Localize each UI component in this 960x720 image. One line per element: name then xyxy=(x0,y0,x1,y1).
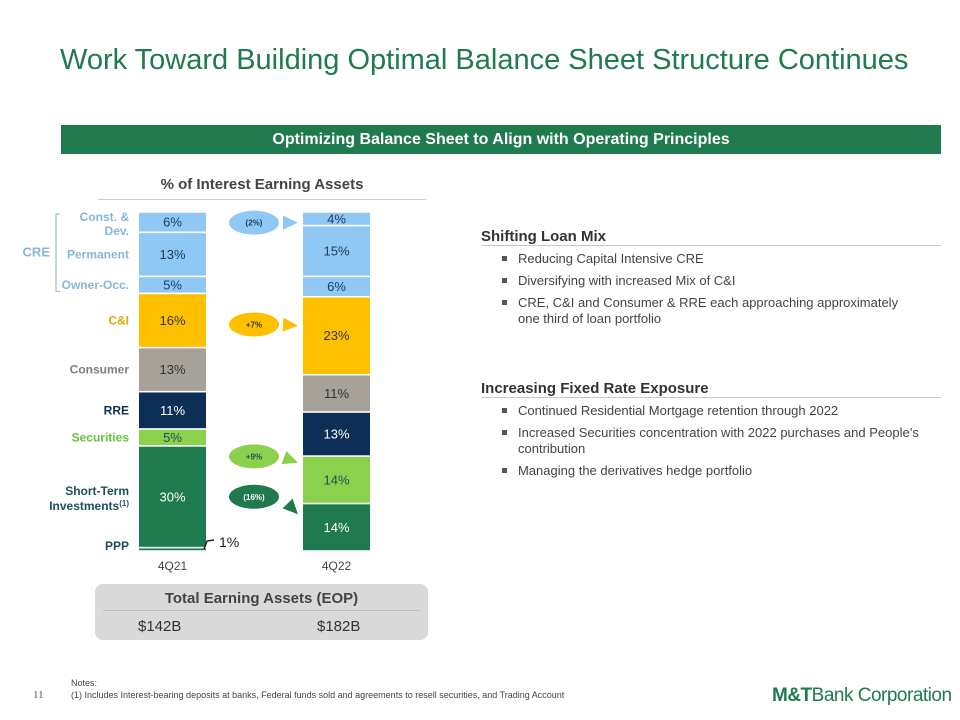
change-arrow xyxy=(282,317,298,332)
bar-segment xyxy=(303,297,370,374)
stacked-bar-chart: 30% 5% 11% 13% 16% 5% 13% 6% 4Q21 14% 14% 13% 11% 23%… xyxy=(23,210,370,573)
section-divider xyxy=(481,397,941,398)
ppp-callout-line xyxy=(203,539,215,550)
data-label: 14% xyxy=(323,472,349,487)
change-label: +7% xyxy=(246,320,262,329)
page-number: 11 xyxy=(33,689,44,701)
section-title-loan-mix: Shifting Loan Mix xyxy=(481,228,606,245)
data-label: 11% xyxy=(160,403,185,418)
change-arrow xyxy=(283,215,298,230)
bullet-item: CRE, C&I and Consumer & RRE each approac… xyxy=(500,295,920,327)
bullet-item: Continued Residential Mortgage retention… xyxy=(500,403,920,419)
data-label: 14% xyxy=(323,520,349,535)
total-earning-assets-box: Total Earning Assets (EOP) $142B $182B xyxy=(95,584,428,640)
x-tick-label: 4Q21 xyxy=(158,559,188,573)
change-arrow xyxy=(281,450,298,465)
data-label: 13% xyxy=(323,427,349,442)
cre-bracket xyxy=(55,213,60,292)
bar-segment xyxy=(139,233,206,276)
bar-segment xyxy=(303,375,370,412)
series-label: PPP xyxy=(105,539,129,553)
total-earning-assets-title: Total Earning Assets (EOP) xyxy=(164,590,359,607)
series-label: Consumer xyxy=(70,363,130,377)
ppp-callout-label: 1% xyxy=(219,534,239,550)
data-label: 16% xyxy=(159,313,185,328)
data-label: 11% xyxy=(324,386,349,401)
bar-segment xyxy=(139,277,206,293)
bullet-item: Diversifying with increased Mix of C&I xyxy=(500,273,920,289)
series-label: Investments(1) xyxy=(49,499,129,513)
total-earning-assets-4q22: $182B xyxy=(317,618,361,635)
change-label: (2%) xyxy=(246,219,263,228)
change-label: (16%) xyxy=(243,493,265,502)
data-label: 30% xyxy=(159,489,185,504)
logo-mark: M&T xyxy=(772,685,812,706)
series-label: Dev. xyxy=(105,224,129,238)
x-tick-label: 4Q22 xyxy=(322,559,352,573)
chart-title-divider xyxy=(98,199,426,200)
data-label: 6% xyxy=(163,215,182,230)
footnotes: Notes: (1) Includes Interest-bearing dep… xyxy=(71,677,564,701)
series-label: Permanent xyxy=(67,247,129,261)
bullet-item: Increased Securities concentration with … xyxy=(500,425,920,457)
series-label: C&I xyxy=(108,313,129,327)
bar-segment xyxy=(139,429,206,446)
series-label: RRE xyxy=(104,403,129,417)
change-bubble xyxy=(229,484,279,509)
change-label: +9% xyxy=(246,452,262,461)
section-divider xyxy=(481,245,941,246)
bar-segment xyxy=(303,212,370,225)
data-label: 15% xyxy=(323,243,349,258)
notes-line-1: (1) Includes Interest-bearing deposits a… xyxy=(71,690,565,700)
data-label: 13% xyxy=(159,247,185,262)
bar-segment xyxy=(139,348,206,391)
bar-segment xyxy=(139,548,206,551)
change-bubble xyxy=(229,210,279,235)
data-label: 23% xyxy=(323,328,349,343)
bullet-item: Managing the derivatives hedge portfolio xyxy=(500,463,920,479)
bar-segment xyxy=(303,226,370,276)
section-title-fixed-rate: Increasing Fixed Rate Exposure xyxy=(481,380,709,397)
bar-segment xyxy=(139,294,206,347)
bullet-item: Reducing Capital Intensive CRE xyxy=(500,251,920,267)
series-label: Owner-Occ. xyxy=(62,278,129,292)
page-title: Work Toward Building Optimal Balance She… xyxy=(60,44,909,76)
bar-segment xyxy=(303,277,370,296)
bar-segment xyxy=(139,212,206,232)
company-logo: M&TBank Corporation xyxy=(772,685,952,707)
data-label: 5% xyxy=(163,430,182,445)
series-label: Const. & xyxy=(80,210,130,224)
notes-heading: Notes: xyxy=(71,678,98,688)
series-label: Short-Term xyxy=(65,484,129,498)
loan-mix-bullets: Reducing Capital Intensive CRE Diversify… xyxy=(500,251,920,333)
bar-segment xyxy=(303,504,370,551)
data-label: 6% xyxy=(327,279,346,294)
series-label: Securities xyxy=(72,430,130,444)
bar-segment xyxy=(303,412,370,456)
bar-segment xyxy=(139,392,206,429)
fixed-rate-bullets: Continued Residential Mortgage retention… xyxy=(500,403,920,485)
data-label: 13% xyxy=(159,362,185,377)
bar-segment xyxy=(139,446,206,547)
cre-label: CRE xyxy=(23,245,51,260)
section-banner: Optimizing Balance Sheet to Align with O… xyxy=(61,125,941,154)
logo-name: Bank Corporation xyxy=(811,685,952,706)
change-arrow xyxy=(282,498,298,515)
change-bubble xyxy=(229,444,279,469)
data-label: 4% xyxy=(327,211,346,226)
bar-segment xyxy=(303,456,370,503)
chart-title: % of Interest Earning Assets xyxy=(160,176,364,193)
total-earning-assets-divider xyxy=(103,610,420,611)
data-label: 5% xyxy=(163,277,182,292)
total-earning-assets-4q21: $142B xyxy=(138,618,182,635)
change-bubble xyxy=(229,312,279,337)
